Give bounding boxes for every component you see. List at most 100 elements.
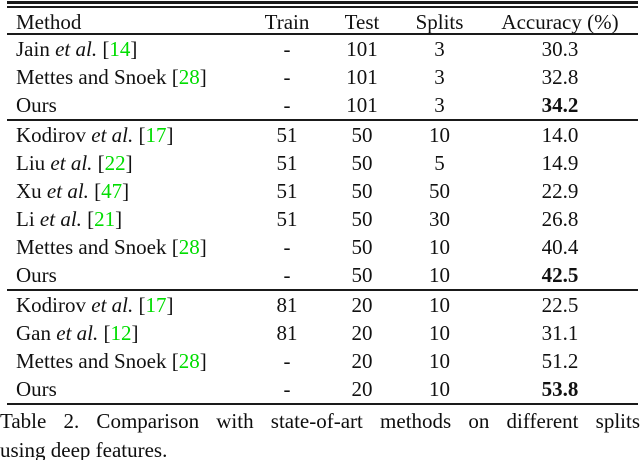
table-row: Xu et al. [47] 51 50 50 22.9 — [7, 177, 638, 205]
citation-link[interactable]: [17] — [138, 123, 174, 147]
train-cell: 51 — [276, 179, 298, 203]
method-cell: Li et al. [21] — [7, 205, 247, 233]
table-row: Gan et al. [12] 81 20 10 31.1 — [7, 319, 638, 347]
table-caption: Table 2. Comparison with state-of-art me… — [0, 407, 640, 460]
citation-link[interactable]: [28] — [171, 65, 207, 89]
column-header-test: Test — [344, 10, 380, 34]
method-name: Kodirov — [16, 293, 86, 317]
etal-label: et al. — [50, 151, 93, 175]
train-cell: 51 — [276, 151, 298, 175]
accuracy-cell: 22.5 — [541, 293, 579, 317]
splits-cell: 10 — [429, 235, 450, 259]
test-cell: 20 — [351, 321, 373, 345]
method-name: Mettes and Snoek — [16, 65, 167, 89]
section-rule-1 — [7, 119, 638, 121]
splits-cell: 10 — [429, 321, 450, 345]
splits-cell: 10 — [429, 123, 450, 147]
citation-number[interactable]: 28 — [178, 65, 200, 89]
train-cell: - — [283, 235, 291, 259]
method-cell: Ours — [7, 375, 247, 403]
table-row: Mettes and Snoek [28] - 20 10 51.2 — [7, 347, 638, 375]
train-cell: - — [283, 65, 291, 89]
splits-cell: 10 — [429, 263, 450, 287]
comparison-table: Method Train Test Splits Accuracy (%) Ja… — [7, 1, 638, 405]
accuracy-cell: 22.9 — [541, 179, 579, 203]
method-name: Jain — [16, 37, 50, 61]
column-header-accuracy: Accuracy (%) — [501, 10, 619, 34]
citation-number[interactable]: 21 — [94, 207, 116, 231]
train-cell: 81 — [276, 321, 298, 345]
bottom-rule — [7, 403, 638, 405]
method-cell: Jain et al. [14] — [7, 35, 247, 63]
caption-line-2: using deep features. — [0, 437, 168, 460]
test-cell: 20 — [351, 377, 373, 401]
method-cell: Liu et al. [22] — [7, 149, 247, 177]
method-name: Xu — [16, 179, 42, 203]
test-cell: 101 — [346, 37, 378, 61]
accuracy-cell: 42.5 — [541, 263, 579, 287]
accuracy-cell: 30.3 — [541, 37, 579, 61]
etal-label: et al. — [55, 37, 98, 61]
citation-number[interactable]: 12 — [110, 321, 132, 345]
train-cell: - — [283, 263, 291, 287]
citation-link[interactable]: [17] — [138, 293, 174, 317]
accuracy-cell: 34.2 — [541, 93, 579, 117]
test-cell: 50 — [351, 123, 373, 147]
test-cell: 50 — [351, 179, 373, 203]
citation-link[interactable]: [12] — [103, 321, 139, 345]
accuracy-cell: 32.8 — [541, 65, 579, 89]
citation-number[interactable]: 47 — [101, 179, 123, 203]
etal-label: et al. — [56, 321, 99, 345]
accuracy-cell: 14.9 — [541, 151, 579, 175]
method-cell: Ours — [7, 261, 247, 289]
test-cell: 50 — [351, 235, 373, 259]
etal-label: et al. — [91, 293, 134, 317]
caption-line-1: Table 2. Comparison with state-of-art me… — [0, 409, 640, 433]
train-cell: 51 — [276, 123, 298, 147]
method-cell: Ours — [7, 91, 247, 119]
method-name: Gan — [16, 321, 51, 345]
citation-number[interactable]: 28 — [178, 235, 200, 259]
citation-number[interactable]: 17 — [145, 123, 167, 147]
method-name: Ours — [16, 93, 57, 117]
test-cell: 101 — [346, 93, 378, 117]
train-cell: 81 — [276, 293, 298, 317]
etal-label: et al. — [39, 207, 82, 231]
method-cell: Mettes and Snoek [28] — [7, 347, 247, 375]
method-cell: Gan et al. [12] — [7, 319, 247, 347]
method-cell: Kodirov et al. [17] — [7, 291, 247, 319]
citation-link[interactable]: [22] — [97, 151, 133, 175]
table-row: Ours - 50 10 42.5 — [7, 261, 638, 289]
citation-link[interactable]: [14] — [102, 37, 138, 61]
table-row: Kodirov et al. [17] 81 20 10 22.5 — [7, 291, 638, 319]
citation-number[interactable]: 17 — [145, 293, 167, 317]
method-name: Kodirov — [16, 123, 86, 147]
train-cell: - — [283, 37, 291, 61]
method-name: Mettes and Snoek — [16, 349, 167, 373]
citation-number[interactable]: 28 — [178, 349, 200, 373]
citation-number[interactable]: 14 — [109, 37, 131, 61]
splits-cell: 5 — [434, 151, 445, 175]
accuracy-cell: 51.2 — [541, 349, 579, 373]
table-row: Mettes and Snoek [28] - 50 10 40.4 — [7, 233, 638, 261]
splits-cell: 3 — [434, 37, 445, 61]
table-row: Liu et al. [22] 51 50 5 14.9 — [7, 149, 638, 177]
method-cell: Xu et al. [47] — [7, 177, 247, 205]
method-name: Li — [16, 207, 35, 231]
accuracy-cell: 31.1 — [541, 321, 579, 345]
header-row: Method Train Test Splits Accuracy (%) — [7, 8, 638, 34]
table-row: Ours - 101 3 34.2 — [7, 91, 638, 119]
citation-link[interactable]: [28] — [171, 235, 207, 259]
column-header-method: Method — [16, 10, 82, 34]
method-name: Liu — [16, 151, 46, 175]
citation-link[interactable]: [47] — [94, 179, 130, 203]
table-section-1: Jain et al. [14] - 101 3 30.3 Mettes and Snoe… — [7, 35, 638, 119]
citation-number[interactable]: 22 — [104, 151, 126, 175]
train-cell: - — [283, 93, 291, 117]
table-row: Jain et al. [14] - 101 3 30.3 — [7, 35, 638, 63]
citation-link[interactable]: [28] — [171, 349, 207, 373]
citation-link[interactable]: [21] — [87, 207, 123, 231]
method-cell: Mettes and Snoek [28] — [7, 63, 247, 91]
column-header-train: Train — [264, 10, 310, 34]
